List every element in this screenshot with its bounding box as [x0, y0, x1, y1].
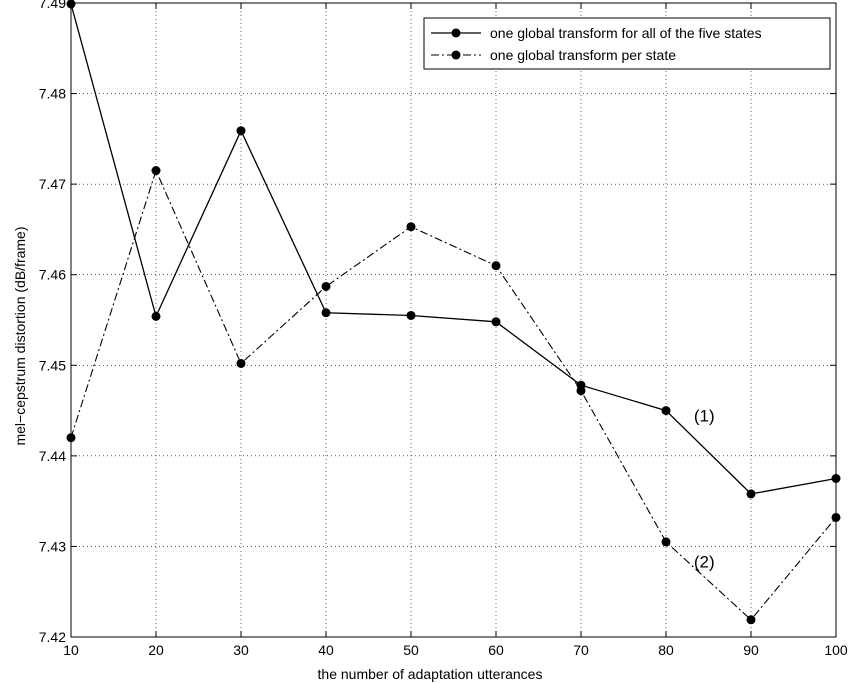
series-layer — [66, 0, 841, 625]
legend-label-series-1: one global transform for all of the five… — [490, 25, 762, 41]
x-axis-label: the number of adaptation utterances — [318, 666, 543, 682]
y-tick-label: 7.49 — [39, 0, 66, 11]
x-tick-label: 20 — [148, 642, 164, 658]
x-tick-label: 40 — [318, 642, 334, 658]
legend-marker-solid — [451, 28, 461, 38]
y-tick-label: 7.46 — [39, 267, 66, 283]
series-2-line — [70, 169, 837, 621]
x-tick-label: 10 — [63, 642, 79, 658]
series-1-point — [321, 308, 331, 318]
grid — [71, 3, 836, 637]
x-tick-label: 90 — [743, 642, 759, 658]
series-2-point — [831, 512, 841, 522]
annotation-2: (2) — [694, 552, 715, 571]
series-2-point — [746, 615, 756, 625]
x-tick-label: 30 — [233, 642, 249, 658]
series-1-point — [661, 406, 671, 416]
x-tick-label: 50 — [403, 642, 419, 658]
y-tick-label: 7.44 — [39, 448, 66, 464]
x-tick-label: 100 — [824, 642, 848, 658]
plot-frame — [70, 2, 837, 638]
legend-label-series-2: one global transform per state — [490, 47, 676, 63]
series-2-point — [576, 386, 586, 396]
x-tick-label: 70 — [573, 642, 589, 658]
y-tick-label: 7.48 — [39, 86, 66, 102]
y-tick-label: 7.43 — [39, 538, 66, 554]
series-2-point — [661, 537, 671, 547]
x-tick-label: 60 — [488, 642, 504, 658]
legend-marker-dashdot — [451, 50, 461, 60]
y-tick-label: 7.42 — [39, 629, 66, 645]
legend: one global transform for all of the five… — [423, 17, 831, 70]
series-1-point — [831, 474, 841, 483]
y-tick-label: 7.47 — [39, 176, 66, 192]
series-1-point — [66, 0, 76, 9]
legend-box — [423, 17, 831, 70]
annotations: (1) (2) — [694, 406, 715, 571]
series-1-point — [151, 311, 161, 321]
series-1-point — [746, 489, 756, 499]
series-1-point — [236, 126, 246, 136]
axis-ticks: 10 20 30 40 50 60 70 80 90 100 7.42 7.43 7.44 7.45 7.4… — [39, 0, 848, 658]
x-tick-label: 80 — [658, 642, 674, 658]
series-1-line — [70, 3, 837, 495]
series-1-point — [406, 310, 416, 320]
series-2-point — [151, 166, 161, 176]
series-2-point — [406, 222, 416, 232]
plot-area — [70, 2, 837, 638]
y-axis-label: mel−cepstrum distortion (dB/frame) — [12, 226, 28, 445]
annotation-1: (1) — [694, 406, 715, 425]
series-2-point — [321, 281, 331, 291]
series-2-point — [491, 261, 501, 271]
y-tick-label: 7.45 — [39, 357, 66, 373]
series-1-point — [491, 317, 501, 327]
series-2-point — [66, 433, 76, 443]
series-2-point — [236, 358, 246, 368]
